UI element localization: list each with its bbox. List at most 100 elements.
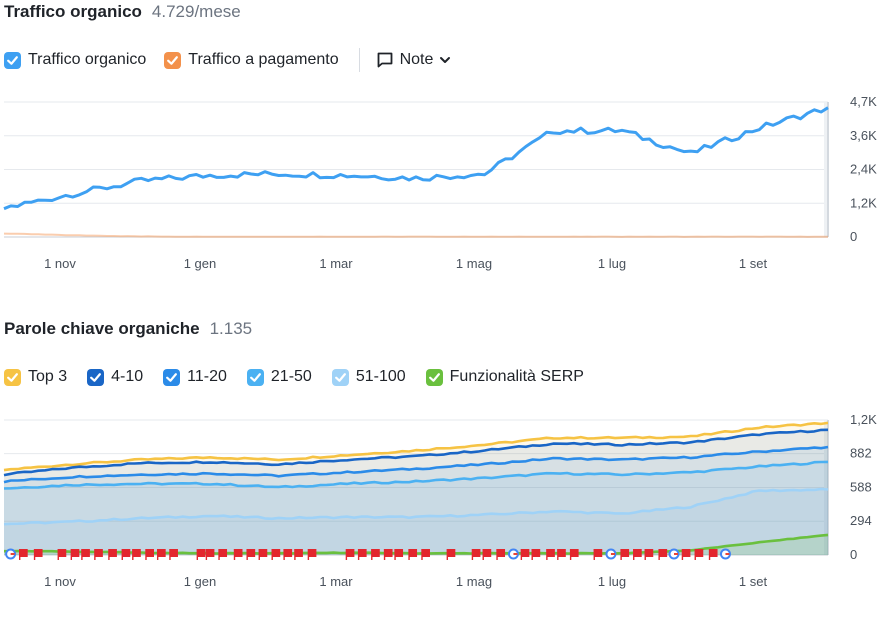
serp-flag-icon[interactable] [644, 549, 654, 560]
keywords-chart: 0 294 588 882 1,2K 1 nov 1 gen 1 mar 1 mag 1 lug 1… [3, 412, 877, 589]
legend-51-100[interactable]: 51-100 [331, 368, 406, 386]
serp-flag-icon[interactable] [258, 549, 268, 560]
legend-4-10[interactable]: 4-10 [87, 368, 143, 386]
serp-flag-icon[interactable] [81, 549, 90, 560]
series-line-51-100 [3, 487, 829, 526]
chevron-down-icon [439, 54, 451, 66]
serp-flag-icon[interactable] [196, 549, 206, 560]
serp-flag-icon[interactable] [471, 549, 481, 560]
legend-label: Traffico organico [28, 51, 147, 68]
y-tick-label: 1,2K [850, 195, 877, 210]
serp-flag-icon[interactable] [546, 549, 555, 560]
serp-flag-icon[interactable] [169, 549, 178, 560]
y-tick-label: 294 [850, 513, 872, 528]
serp-flag-icon[interactable] [357, 549, 367, 560]
serp-flag-icon[interactable] [57, 549, 67, 560]
series-line-21-50 [3, 460, 829, 490]
serp-flag-icon[interactable] [283, 549, 293, 560]
serp-flag-icon[interactable] [233, 549, 243, 560]
series-line-4-10 [3, 428, 829, 477]
legend-serp-features[interactable]: Funzionalità SERP [425, 368, 584, 386]
serp-flag-icon[interactable] [33, 549, 43, 560]
legend-paid-traffic[interactable]: Traffico a pagamento [164, 51, 339, 69]
serp-flag-icon[interactable] [520, 549, 530, 560]
serp-flag-icon[interactable] [156, 549, 166, 560]
serp-flag-icon[interactable] [307, 549, 317, 560]
checkbox-icon[interactable] [87, 368, 105, 386]
checkbox-icon[interactable] [425, 368, 443, 386]
y-tick-label: 1,2K [850, 412, 877, 427]
notes-dropdown[interactable]: Note [376, 51, 452, 69]
keywords-value: 1.135 [209, 319, 253, 338]
serp-flag-icon[interactable] [421, 549, 430, 560]
series-line-traffico-a-pagamento [3, 232, 828, 238]
x-tick-label: 1 lug [598, 256, 626, 271]
serp-flag-icon[interactable] [605, 548, 617, 560]
series-line-top-3 [3, 421, 829, 472]
serp-flag-icon[interactable] [271, 549, 281, 560]
serp-flag-icon[interactable] [121, 549, 131, 560]
serp-flag-icon[interactable] [383, 549, 393, 560]
serp-flag-icon[interactable] [408, 549, 418, 560]
serp-flag-icon[interactable] [145, 549, 154, 560]
hover-marker [824, 102, 829, 237]
checkbox-icon[interactable] [164, 51, 182, 69]
y-tick-label: 0 [850, 229, 857, 244]
serp-flag-icon[interactable] [620, 549, 630, 560]
serp-flag-icon[interactable] [719, 548, 731, 560]
checkbox-icon[interactable] [246, 368, 264, 386]
serp-flag-icon[interactable] [94, 549, 103, 560]
y-tick-label: 2,4K [850, 162, 877, 177]
serp-flag-icon[interactable] [531, 549, 541, 560]
serp-flag-icon[interactable] [668, 548, 680, 560]
keywords-title: Parole chiave organiche [4, 319, 200, 338]
notes-label: Note [399, 51, 434, 68]
serp-flag-icon[interactable] [482, 549, 492, 560]
serp-flag-icon[interactable] [19, 549, 28, 560]
serp-flag-icon[interactable] [70, 549, 80, 560]
serp-flag-icon[interactable] [108, 549, 117, 560]
legend-11-20[interactable]: 11-20 [163, 368, 227, 386]
traffic-title: Traffico organico [4, 2, 142, 21]
serp-flag-icon[interactable] [205, 549, 215, 560]
y-tick-label: 0 [850, 547, 857, 562]
serp-flag-icon[interactable] [507, 548, 519, 560]
serp-flag-icon[interactable] [633, 549, 642, 560]
serp-flag-icon[interactable] [246, 549, 256, 560]
serp-flag-icon[interactable] [694, 549, 704, 560]
checkbox-icon[interactable] [163, 368, 181, 386]
checkbox-icon[interactable] [331, 368, 349, 386]
serp-flag-icon[interactable] [371, 549, 380, 560]
legend-21-50[interactable]: 21-50 [246, 368, 312, 386]
hover-marker [824, 420, 829, 555]
serp-flag-icon[interactable] [132, 549, 141, 560]
y-tick-label: 3,6K [850, 128, 877, 143]
serp-flag-icon[interactable] [294, 549, 303, 560]
serp-flag-icon[interactable] [593, 549, 603, 560]
x-tick-label: 1 mag [456, 574, 492, 589]
legend-label: 11-20 [187, 368, 227, 385]
serp-flag-icon[interactable] [569, 549, 579, 560]
x-tick-label: 1 mag [456, 256, 492, 271]
serp-flag-icon[interactable] [5, 548, 17, 560]
y-tick-label: 4,7K [850, 94, 877, 109]
serp-flag-icon[interactable] [446, 549, 456, 560]
legend-label: Traffico a pagamento [188, 51, 339, 68]
serp-flag-icon[interactable] [218, 549, 228, 560]
checkbox-icon[interactable] [4, 51, 21, 69]
serp-flag-icon[interactable] [708, 549, 718, 560]
x-tick-label: 1 mar [319, 256, 353, 271]
x-tick-label: 1 gen [184, 574, 217, 589]
checkbox-icon[interactable] [4, 368, 21, 386]
legend-organic-traffic[interactable]: Traffico organico [4, 51, 146, 69]
serp-flag-icon[interactable] [557, 549, 566, 560]
legend-top3[interactable]: Top 3 [4, 368, 67, 386]
serp-flag-icon[interactable] [658, 549, 668, 560]
series-line-11-20 [3, 445, 829, 484]
serp-flag-icon[interactable] [345, 549, 355, 560]
serp-flag-icon[interactable] [394, 549, 404, 560]
x-tick-label: 1 mar [319, 574, 353, 589]
serp-flag-icon[interactable] [681, 549, 691, 560]
x-tick-label: 1 set [739, 256, 768, 271]
serp-flag-icon[interactable] [496, 549, 506, 560]
